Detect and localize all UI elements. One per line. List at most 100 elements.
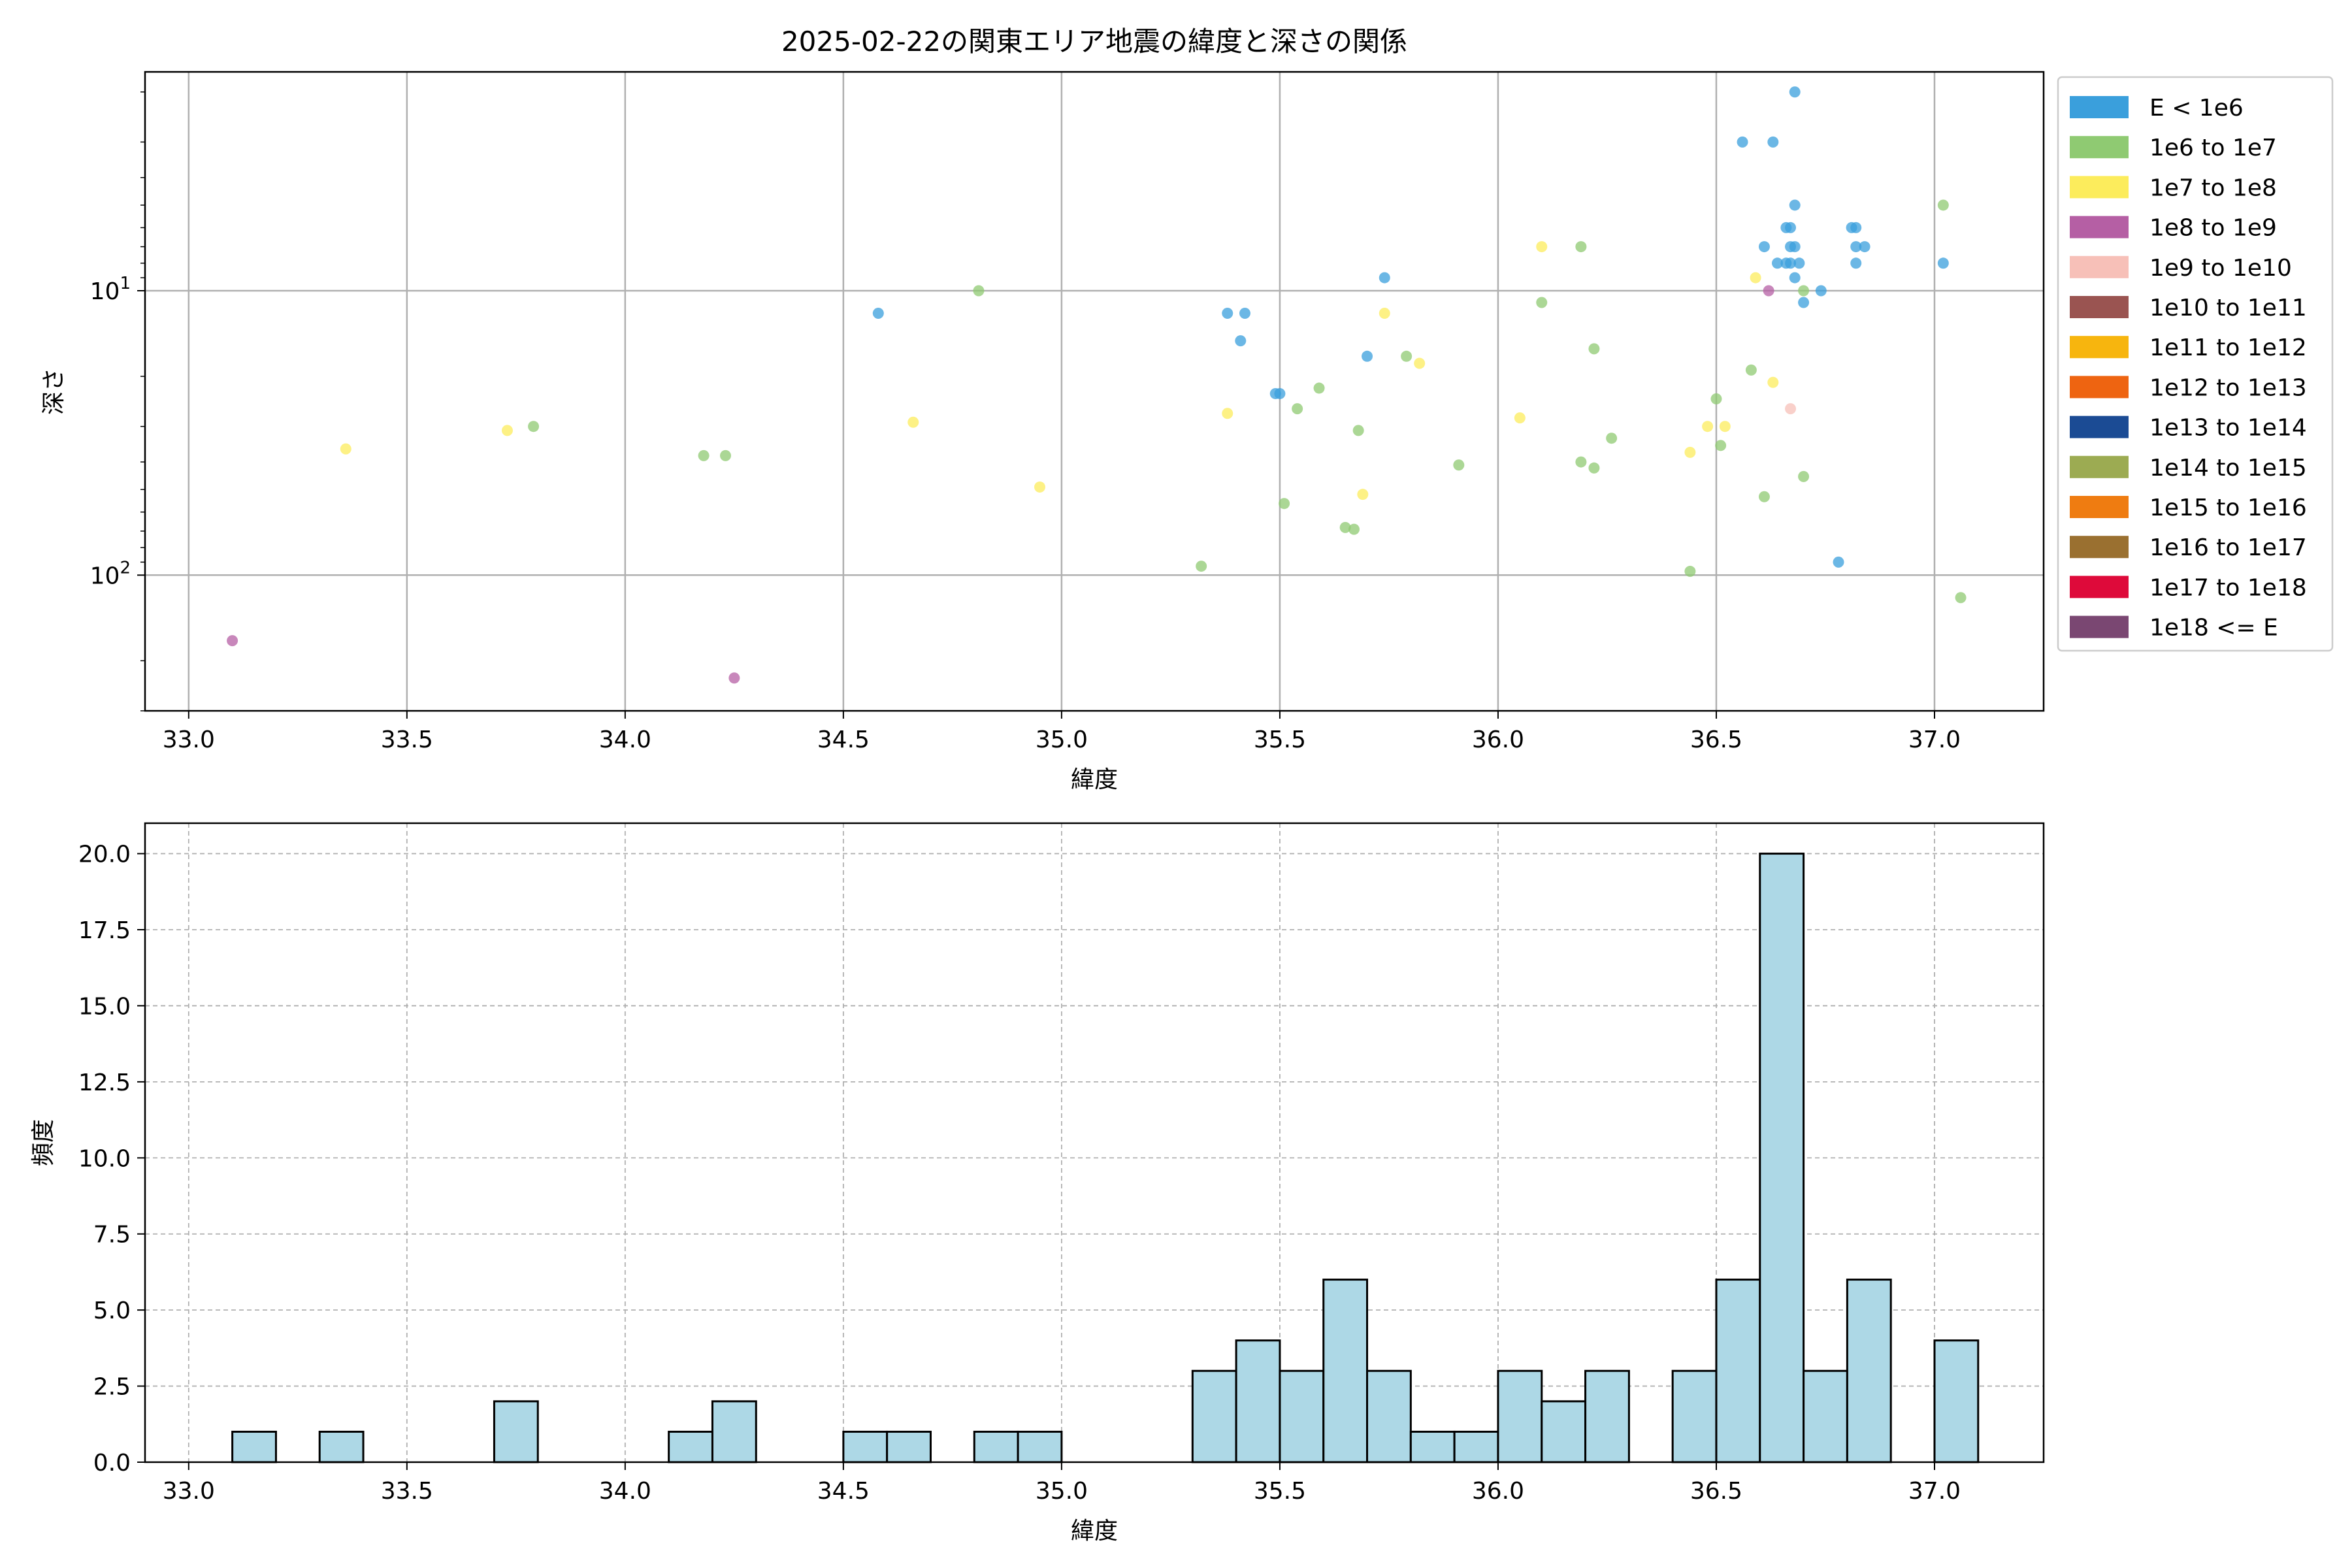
- scatter-x-tick-label: 37.0: [1908, 727, 1961, 753]
- scatter-frame: [144, 71, 2045, 712]
- histogram-x-tick-label: 35.5: [1254, 1478, 1306, 1505]
- legend-swatch: [2070, 576, 2129, 598]
- scatter-point: [340, 443, 351, 455]
- histogram-bar: [842, 1430, 889, 1463]
- scatter-point: [1719, 421, 1731, 433]
- scatter-point: [1815, 285, 1827, 297]
- scatter-x-tick-label: 36.5: [1690, 727, 1742, 753]
- histogram-x-tick-label: 33.0: [163, 1478, 215, 1505]
- scatter-point: [1684, 566, 1696, 578]
- legend-label: E < 1e6: [2149, 95, 2244, 122]
- scatter-point: [1793, 257, 1805, 269]
- scatter-point: [1833, 556, 1844, 568]
- scatter-point: [1710, 393, 1722, 405]
- chart-title: 2025-02-22の関東エリア地震の緯度と深さの関係: [781, 25, 1407, 57]
- histogram-bar: [1366, 1369, 1412, 1463]
- histogram-x-tick-label: 34.0: [599, 1478, 651, 1505]
- scatter-point: [1575, 241, 1587, 253]
- scatter-point: [1588, 462, 1600, 474]
- histogram-bar: [1279, 1369, 1325, 1463]
- histogram-bar: [668, 1430, 713, 1463]
- legend-label: 1e8 to 1e9: [2149, 215, 2277, 242]
- histogram-bar: [1715, 1279, 1761, 1463]
- scatter-point: [1771, 257, 1783, 269]
- scatter-point: [1789, 272, 1801, 284]
- histogram-y-tick-label: 5.0: [93, 1298, 131, 1324]
- legend-swatch: [2070, 336, 2129, 359]
- scatter-point: [1575, 456, 1587, 468]
- scatter-point: [1536, 297, 1548, 308]
- scatter-point: [1763, 285, 1774, 297]
- legend-swatch: [2070, 136, 2129, 159]
- scatter-x-tick-label: 34.0: [599, 727, 651, 753]
- legend-label: 1e6 to 1e7: [2149, 135, 2277, 161]
- histogram-bar: [231, 1430, 277, 1463]
- scatter-point: [1196, 561, 1207, 572]
- scatter-y-tick-label: 101: [90, 274, 131, 305]
- legend-label: 1e14 to 1e15: [2149, 455, 2307, 482]
- histogram-y-tick-label: 15.0: [78, 993, 131, 1020]
- scatter-y-axis-label: 深さ: [41, 368, 67, 415]
- scatter-point: [1222, 408, 1233, 419]
- scatter-point: [1850, 257, 1862, 269]
- scatter-point: [1785, 257, 1797, 269]
- scatter-point: [1684, 446, 1696, 458]
- legend-frame: [2057, 76, 2334, 652]
- histogram-bar: [1584, 1369, 1630, 1463]
- histogram-frame: [144, 822, 2045, 1463]
- histogram-bar: [1409, 1430, 1456, 1463]
- scatter-x-tick-label: 36.0: [1472, 727, 1524, 753]
- histogram-bar: [318, 1430, 365, 1463]
- histogram-x-ticks: 33.0 33.5 34.0 34.5 35.0 35.5 36.0 36.5 37.0: [163, 1462, 1961, 1505]
- legend-label: 1e12 to 1e13: [2149, 374, 2307, 401]
- scatter-point: [1715, 440, 1727, 451]
- scatter-y-ticks: 101 102: [90, 91, 145, 711]
- legend-swatch: [2070, 296, 2129, 318]
- scatter-point: [1414, 357, 1426, 369]
- legend-swatch: [2070, 496, 2129, 518]
- scatter-point: [1767, 136, 1779, 148]
- histogram-x-tick-label: 35.0: [1036, 1478, 1088, 1505]
- scatter-point: [1357, 489, 1369, 500]
- scatter-point: [1750, 272, 1761, 284]
- scatter-grid: [145, 72, 2044, 711]
- legend-swatch: [2070, 216, 2129, 238]
- scatter-point: [720, 449, 732, 461]
- legend-label: 1e10 to 1e11: [2149, 295, 2307, 321]
- histogram-x-tick-label: 34.5: [817, 1478, 870, 1505]
- legend-swatch: [2070, 615, 2129, 638]
- legend-items: E < 1e6 1e6 to 1e7 1e7 to 1e8 1e8 to 1e9 1e9…: [2070, 95, 2307, 642]
- scatter-point: [1588, 343, 1600, 355]
- scatter-point: [1514, 412, 1526, 424]
- legend-swatch: [2070, 536, 2129, 559]
- scatter-panel: 33.0 33.5 34.0 34.5 35.0 35.5 36.0 36.5 37.0 101…: [41, 71, 2045, 793]
- scatter-point: [1798, 297, 1810, 308]
- legend-label: 1e17 to 1e18: [2149, 574, 2307, 601]
- legend-swatch: [2070, 255, 2129, 278]
- scatter-point: [1798, 285, 1810, 297]
- scatter-point: [1239, 307, 1250, 319]
- histogram-y-tick-label: 7.5: [93, 1222, 131, 1249]
- histogram-x-tick-label: 36.5: [1690, 1478, 1742, 1505]
- scatter-point: [1274, 387, 1286, 399]
- histogram-x-tick-label: 37.0: [1908, 1478, 1961, 1505]
- scatter-point: [1859, 241, 1870, 253]
- scatter-point: [1937, 257, 1949, 269]
- legend-label: 1e16 to 1e17: [2149, 534, 2307, 561]
- scatter-point: [1789, 86, 1801, 98]
- histogram-bar: [1803, 1369, 1848, 1463]
- scatter-point: [728, 672, 740, 684]
- histogram-bar: [1541, 1400, 1587, 1463]
- histogram-bar: [1322, 1279, 1369, 1463]
- legend-swatch: [2070, 416, 2129, 438]
- scatter-point: [1606, 433, 1618, 444]
- scatter-y-tick-label: 102: [90, 558, 131, 589]
- scatter-points: [227, 86, 1967, 684]
- scatter-point: [1348, 523, 1360, 535]
- scatter-point: [1362, 350, 1373, 362]
- histogram-bar: [1933, 1339, 1980, 1463]
- scatter-point: [1785, 241, 1797, 253]
- scatter-x-axis-label: 緯度: [1071, 766, 1118, 793]
- histogram-y-tick-label: 0.0: [93, 1450, 131, 1477]
- legend-label: 1e15 to 1e16: [2149, 495, 2307, 521]
